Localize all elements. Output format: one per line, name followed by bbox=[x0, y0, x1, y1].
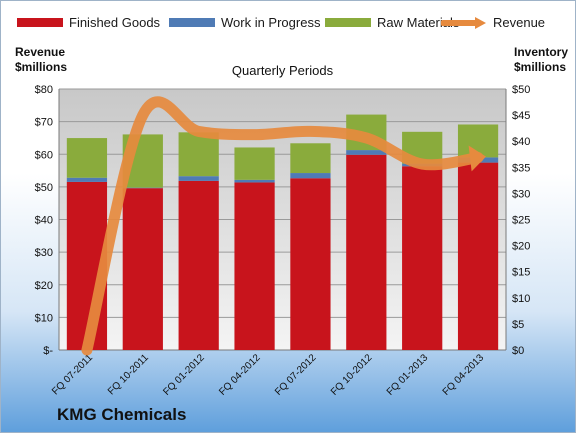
right-tick-label: $50 bbox=[512, 84, 530, 96]
company-name: KMG Chemicals bbox=[57, 405, 187, 424]
bar-work-in-progress bbox=[290, 173, 331, 179]
bar-finished-goods bbox=[457, 162, 499, 350]
right-axis-title: Inventory $millions bbox=[514, 45, 568, 75]
legend-label-raw-materials: Raw Materials bbox=[377, 15, 460, 30]
left-tick-label: $- bbox=[43, 345, 53, 357]
legend-item-work-in-progress: Work in Progress bbox=[169, 15, 320, 30]
right-tick-label: $10 bbox=[512, 293, 530, 305]
bar-finished-goods bbox=[178, 180, 219, 350]
bar-finished-goods bbox=[290, 178, 331, 350]
bar-work-in-progress bbox=[234, 179, 275, 183]
bar-finished-goods bbox=[346, 154, 387, 350]
left-axis-title-line-2: $millions bbox=[15, 60, 68, 74]
bar-work-in-progress bbox=[122, 187, 163, 189]
left-axis-title-line-1: Revenue bbox=[15, 45, 66, 59]
left-tick-label: $60 bbox=[35, 149, 53, 161]
left-tick-label: $10 bbox=[35, 312, 53, 324]
right-tick-label: $25 bbox=[512, 215, 530, 227]
legend-swatch-raw-materials bbox=[325, 18, 371, 27]
legend-item-raw-materials: Raw Materials bbox=[325, 15, 459, 30]
left-axis-title: Revenue $millions bbox=[15, 45, 67, 75]
revenue-arrowhead bbox=[468, 145, 487, 172]
right-tick-label: $15 bbox=[512, 267, 530, 279]
right-axis-title-line-1: Inventory bbox=[514, 45, 569, 59]
bar-finished-goods bbox=[122, 188, 163, 350]
legend-label-finished-goods: Finished Goods bbox=[69, 15, 161, 30]
chart-title: Quarterly Periods bbox=[232, 63, 334, 78]
bar-raw-materials bbox=[290, 143, 331, 174]
right-axis-title-line-2: $millions bbox=[514, 60, 567, 74]
bar-raw-materials bbox=[178, 132, 219, 177]
x-tick-label: FQ 01-2012 bbox=[161, 352, 207, 398]
bar-finished-goods bbox=[402, 166, 443, 350]
left-tick-label: $30 bbox=[35, 247, 53, 259]
bar-raw-materials bbox=[66, 138, 108, 178]
x-tick-label: FQ 04-2013 bbox=[441, 352, 487, 398]
left-tick-label: $80 bbox=[35, 84, 53, 96]
legend-swatch-finished-goods bbox=[17, 18, 63, 27]
bar-work-in-progress bbox=[346, 150, 387, 155]
x-tick-label: FQ 07-2012 bbox=[273, 352, 319, 398]
x-tick-label: FQ 10-2011 bbox=[106, 352, 151, 397]
legend-label-work-in-progress: Work in Progress bbox=[221, 15, 321, 30]
bar-finished-goods bbox=[234, 182, 275, 350]
left-tick-label: $20 bbox=[35, 280, 53, 292]
right-tick-label: $30 bbox=[512, 188, 530, 200]
x-tick-label: FQ 10-2012 bbox=[329, 352, 375, 398]
left-tick-label: $50 bbox=[35, 182, 53, 194]
legend-label-revenue: Revenue bbox=[493, 15, 546, 30]
right-tick-label: $5 bbox=[512, 319, 524, 331]
left-tick-label: $40 bbox=[35, 215, 53, 227]
x-tick-label: FQ 01-2013 bbox=[385, 352, 431, 398]
legend: Finished Goods Work in Progress Raw Mate… bbox=[1, 15, 575, 35]
right-tick-label: $35 bbox=[512, 162, 530, 174]
legend-swatch-revenue bbox=[441, 16, 486, 29]
right-tick-label: $0 bbox=[512, 345, 524, 357]
bar-raw-materials bbox=[234, 147, 275, 180]
legend-item-revenue: Revenue bbox=[441, 15, 545, 30]
right-tick-label: $20 bbox=[512, 241, 530, 253]
legend-item-finished-goods: Finished Goods bbox=[17, 15, 160, 30]
bar-work-in-progress bbox=[178, 176, 219, 181]
left-tick-label: $70 bbox=[35, 117, 53, 129]
x-tick-label: FQ 07-2011 bbox=[50, 352, 95, 397]
bar-work-in-progress bbox=[66, 177, 108, 182]
x-tick-label: FQ 04-2012 bbox=[217, 352, 263, 398]
right-tick-label: $45 bbox=[512, 110, 530, 122]
revenue-line bbox=[81, 96, 484, 356]
legend-swatch-work-in-progress bbox=[169, 18, 215, 27]
right-tick-label: $40 bbox=[512, 136, 530, 148]
